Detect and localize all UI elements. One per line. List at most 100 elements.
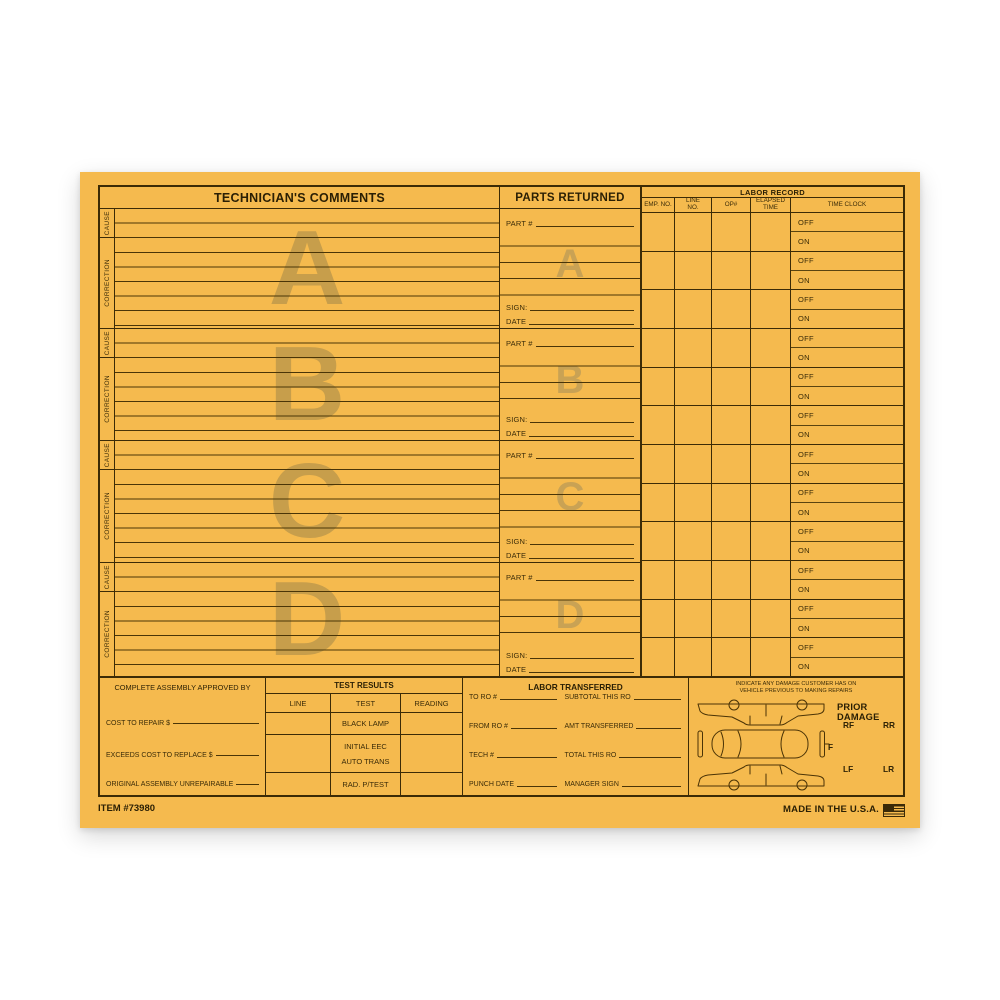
test-results-column-headers: LINE TEST READING xyxy=(266,694,462,713)
blank-line xyxy=(510,728,558,729)
date-field: DATE xyxy=(500,314,640,328)
sign-label: SIGN: xyxy=(506,303,528,312)
elapsed-time-cell xyxy=(751,406,791,445)
blank-line xyxy=(535,580,634,581)
labor-row: OFF ON xyxy=(642,638,903,677)
emp-no-cell xyxy=(642,522,675,561)
time-clock-cell: OFF ON xyxy=(791,600,903,638)
parts-returned-column: PARTS RETURNED PART # A SIGN: DATE PART # B SI… xyxy=(499,187,640,676)
elapsed-time-cell xyxy=(751,251,791,290)
watermark-letter-a: A xyxy=(268,209,346,327)
op-cell xyxy=(712,406,751,445)
labor-record-body: OFF ON OFF ON OFF ON OFF ON OFF ON OFF ON OFF ON OFF ON… xyxy=(642,213,903,677)
correction-box: CORRECTION xyxy=(100,592,114,676)
line-no-cell xyxy=(675,599,712,638)
time-clock-cell: OFF ON xyxy=(791,290,903,328)
labor-transferred-row: PUNCH DATE MANAGER SIGN xyxy=(469,781,682,790)
watermark-letter-d: D xyxy=(555,593,585,637)
line-cell xyxy=(266,773,331,795)
test-results-row: BLACK LAMP xyxy=(266,713,462,735)
blank-line xyxy=(529,672,634,673)
reading-cell xyxy=(401,773,462,795)
parts-section-b: PART # B SIGN: DATE xyxy=(500,329,640,441)
part-number-label: PART # xyxy=(506,573,533,582)
transfer-field-right: SUBTOTAL THIS RO xyxy=(564,694,682,703)
test-name: RAD. P/TEST xyxy=(342,779,389,789)
time-clock-cell: OFF ON xyxy=(791,484,903,522)
blank-line xyxy=(516,786,558,787)
blank-line xyxy=(619,757,681,758)
line-cell xyxy=(266,713,331,734)
correction-label: CORRECTION xyxy=(103,610,111,658)
line-no-cell xyxy=(675,445,712,483)
blank-line xyxy=(529,436,634,437)
parts-write-area: D xyxy=(500,584,640,647)
op-cell xyxy=(712,367,751,406)
part-number-field: PART # xyxy=(500,563,640,584)
damage-label-rr: RR xyxy=(883,720,895,730)
unrepairable-label: ORIGINAL ASSEMBLY UNREPAIRABLE xyxy=(106,781,234,788)
transfer-field-right: TOTAL THIS RO xyxy=(564,752,682,761)
comments-section-c: CAUSE CORRECTION C xyxy=(100,441,499,563)
time-clock-on-label: ON xyxy=(798,430,810,440)
test-name: AUTO TRANS xyxy=(341,756,390,766)
line-no-cell xyxy=(675,251,712,290)
blank-line xyxy=(530,422,634,423)
damage-label-lf: LF xyxy=(843,764,854,774)
op-cell xyxy=(712,213,751,251)
us-flag-icon xyxy=(883,804,905,817)
comments-write-area: A xyxy=(115,209,499,328)
comments-write-area: D xyxy=(115,563,499,676)
field-label: MANAGER SIGN xyxy=(564,781,619,788)
time-clock-off-label: OFF xyxy=(791,445,903,465)
exceeds-cost-field: EXCEEDS COST TO REPLACE $ xyxy=(106,752,260,759)
line-no-cell xyxy=(675,638,712,677)
col-header-time-clock: TIME CLOCK xyxy=(827,200,867,208)
damage-label-lr: LR xyxy=(883,764,895,774)
part-number-label: PART # xyxy=(506,219,533,228)
assembly-approved-box: COMPLETE ASSEMBLY APPROVED BY COST TO RE… xyxy=(100,678,265,795)
parts-section-a: PART # A SIGN: DATE xyxy=(500,209,640,329)
blank-line xyxy=(535,346,634,347)
prior-damage-title: PRIOR DAMAGE xyxy=(837,702,880,722)
col-header-reading: READING xyxy=(414,698,449,708)
field-label: AMT TRANSFERRED xyxy=(564,723,634,730)
time-clock-off-label: OFF xyxy=(791,213,903,233)
comments-write-area: B xyxy=(115,329,499,440)
col-header-line-no: LINE NO. xyxy=(675,198,712,212)
date-field: DATE xyxy=(500,662,640,676)
exceeds-cost-label: EXCEEDS COST TO REPLACE $ xyxy=(106,752,213,759)
parts-write-area: C xyxy=(500,462,640,533)
field-label: TOTAL THIS RO xyxy=(564,752,617,759)
correction-box: CORRECTION xyxy=(100,238,114,328)
labor-row: OFF ON xyxy=(642,251,903,291)
labor-transferred-rows: TO RO # SUBTOTAL THIS RO FROM RO # AMT TRAN… xyxy=(469,694,682,790)
time-clock-on-label: ON xyxy=(798,662,810,672)
time-clock-cell: OFF ON xyxy=(791,561,903,599)
assembly-approved-title: COMPLETE ASSEMBLY APPROVED BY xyxy=(114,683,251,692)
parts-section-d: PART # D SIGN: DATE xyxy=(500,563,640,676)
part-number-label: PART # xyxy=(506,339,533,348)
blank-line xyxy=(621,786,681,787)
blank-line xyxy=(530,310,634,311)
damage-label-f: F xyxy=(828,742,834,752)
elapsed-time-cell xyxy=(751,599,791,638)
time-clock-on-label: ON xyxy=(798,353,810,363)
blank-line xyxy=(496,757,558,758)
time-clock-on-label: ON xyxy=(798,391,810,401)
labor-row: OFF ON xyxy=(642,445,903,484)
elapsed-time-cell xyxy=(751,213,791,251)
emp-no-cell xyxy=(642,329,675,367)
correction-label: CORRECTION xyxy=(103,375,111,423)
cause-label: CAUSE xyxy=(103,210,111,236)
col-header-emp-no: EMP. NO. xyxy=(642,198,675,212)
cause-box: CAUSE xyxy=(100,209,114,238)
watermark-letter-d: D xyxy=(268,563,346,676)
op-cell xyxy=(712,445,751,483)
watermark-letter-b: B xyxy=(555,358,585,402)
part-number-label: PART # xyxy=(506,451,533,460)
blank-line xyxy=(636,728,681,729)
transfer-field-right: MANAGER SIGN xyxy=(564,781,682,790)
time-clock-off-label: OFF xyxy=(791,638,903,658)
time-clock-cell: OFF ON xyxy=(791,252,903,290)
